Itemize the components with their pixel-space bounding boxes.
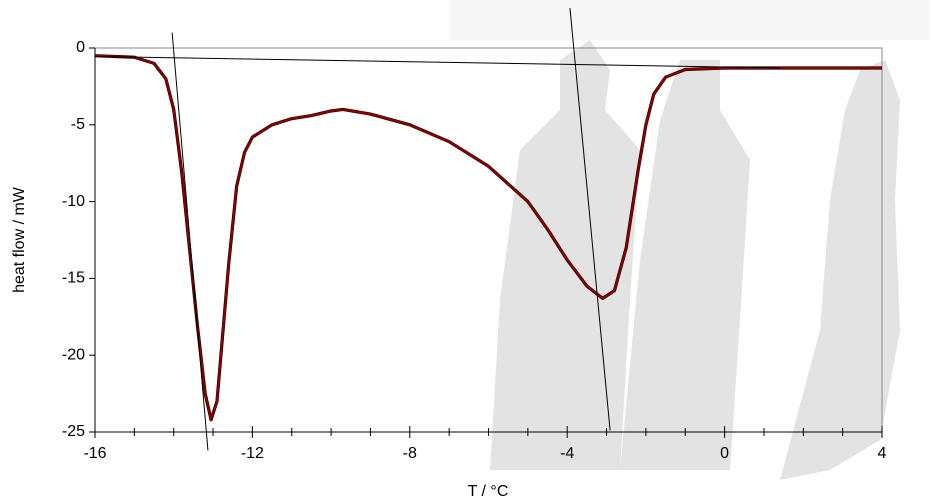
x-tick-label: -12 xyxy=(241,445,264,462)
tangent-line xyxy=(569,8,611,431)
y-tick-label: -25 xyxy=(62,423,85,440)
x-axis-label: T / °C xyxy=(468,483,509,500)
background-silhouettes xyxy=(450,0,930,480)
y-tick-label: -10 xyxy=(62,193,85,210)
x-tick-label: -4 xyxy=(560,445,574,462)
x-tick-label: -16 xyxy=(83,445,106,462)
x-tick-label: 0 xyxy=(720,445,729,462)
x-tick-label: 4 xyxy=(878,445,887,462)
series-line xyxy=(94,54,882,421)
curve-outline xyxy=(94,54,882,422)
y-tick-label: -5 xyxy=(71,116,85,133)
plot-frame xyxy=(94,47,883,433)
y-axis-label: heat flow / mW xyxy=(11,186,28,293)
y-tick-label: -20 xyxy=(62,346,85,363)
y-tick-label: 0 xyxy=(76,39,85,56)
y-tick-label: -15 xyxy=(62,270,85,287)
x-tick-label: -8 xyxy=(403,445,417,462)
tangent-line xyxy=(94,55,780,69)
tangent-line xyxy=(171,32,209,451)
